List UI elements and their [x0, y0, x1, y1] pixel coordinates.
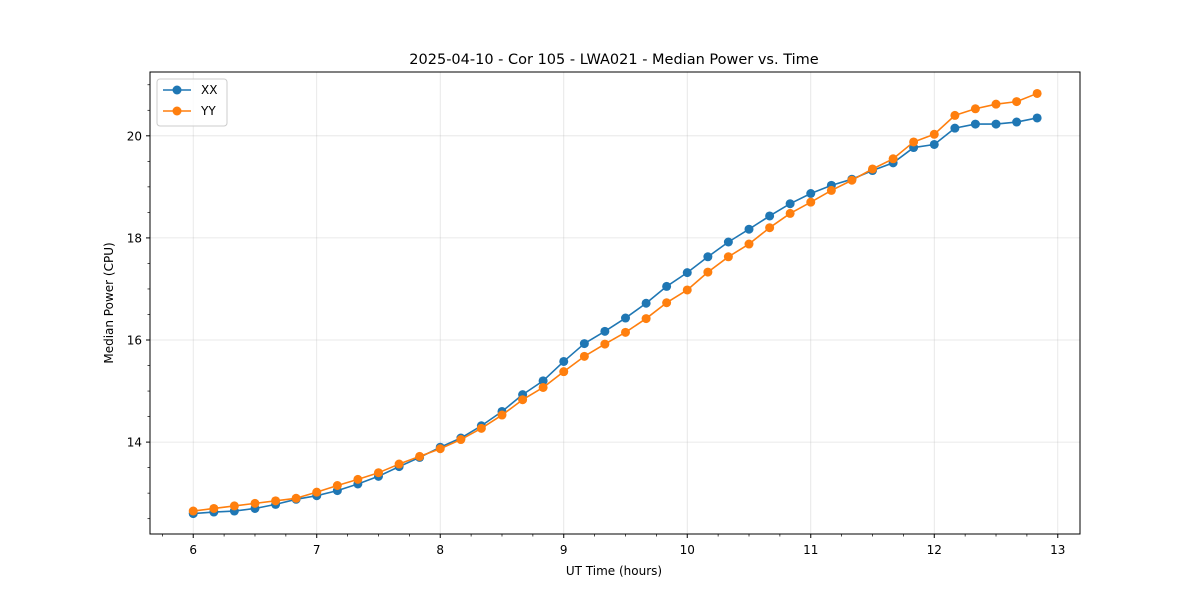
y-tick-label: 18	[127, 231, 142, 245]
data-point-yy	[950, 110, 960, 120]
data-point-yy	[826, 185, 836, 195]
data-point-yy	[1032, 88, 1042, 98]
data-point-xx	[806, 188, 816, 198]
data-point-yy	[929, 129, 939, 139]
grid	[150, 72, 1080, 534]
data-point-yy	[888, 154, 898, 164]
chart-title: 2025-04-10 - Cor 105 - LWA021 - Median P…	[409, 52, 818, 68]
data-point-yy	[970, 104, 980, 114]
y-tick-label: 16	[127, 334, 142, 348]
data-point-xx	[1032, 113, 1042, 123]
data-point-yy	[1012, 97, 1022, 107]
legend-marker-yy	[172, 106, 182, 116]
data-point-yy	[291, 493, 301, 503]
data-point-yy	[806, 197, 816, 207]
data-point-yy	[785, 208, 795, 218]
data-point-xx	[662, 281, 672, 291]
x-tick-label: 12	[927, 543, 942, 557]
data-point-xx	[559, 356, 569, 366]
plot-frame	[149, 71, 1081, 535]
data-point-yy	[415, 451, 425, 461]
data-point-yy	[538, 382, 548, 392]
y-tick-label: 14	[127, 436, 142, 450]
data-point-yy	[229, 501, 239, 511]
data-point-yy	[373, 468, 383, 478]
data-point-xx	[538, 376, 548, 386]
data-point-yy	[662, 298, 672, 308]
series-layer	[188, 88, 1042, 519]
data-point-xx	[744, 224, 754, 234]
data-point-yy	[847, 175, 857, 185]
data-point-xx	[579, 339, 589, 349]
data-point-yy	[332, 481, 342, 491]
legend-label-xx: XX	[201, 83, 217, 97]
legend: XX YY	[156, 78, 228, 127]
data-point-xx	[765, 211, 775, 221]
data-point-xx	[929, 139, 939, 149]
legend-label-yy: YY	[200, 104, 216, 118]
x-axis-label: UT Time (hours)	[566, 564, 662, 578]
y-tick-label: 20	[127, 129, 142, 143]
data-point-yy	[271, 496, 281, 506]
data-point-yy	[620, 327, 630, 337]
x-tick-label: 10	[680, 543, 695, 557]
data-point-yy	[394, 459, 404, 469]
data-point-yy	[682, 285, 692, 295]
data-point-xx	[620, 313, 630, 323]
data-point-yy	[744, 239, 754, 249]
data-point-yy	[723, 252, 733, 262]
data-point-xx	[723, 237, 733, 247]
x-tick-label: 7	[313, 543, 321, 557]
data-point-yy	[188, 506, 198, 516]
data-point-yy	[456, 435, 466, 445]
data-point-yy	[312, 487, 322, 497]
data-point-yy	[518, 395, 528, 405]
x-tick-label: 9	[560, 543, 568, 557]
data-point-yy	[909, 137, 919, 147]
data-point-yy	[868, 164, 878, 174]
data-point-yy	[497, 410, 507, 420]
x-tick-label: 11	[803, 543, 818, 557]
data-point-xx	[600, 326, 610, 336]
data-point-yy	[435, 444, 445, 454]
data-point-yy	[579, 351, 589, 361]
data-point-xx	[950, 123, 960, 133]
y-axis-label: Median Power (CPU)	[102, 242, 116, 363]
data-point-yy	[559, 367, 569, 377]
legend-marker-xx	[172, 85, 182, 95]
data-point-yy	[600, 339, 610, 349]
x-tick-label: 8	[436, 543, 444, 557]
data-point-xx	[1012, 117, 1022, 127]
data-point-yy	[353, 474, 363, 484]
data-point-yy	[765, 223, 775, 233]
axis-ticks: 6 7 8 9 10 11 12 13 14 16 18 20	[127, 84, 1065, 557]
data-point-yy	[476, 423, 486, 433]
data-point-xx	[682, 268, 692, 278]
data-point-xx	[703, 252, 713, 262]
data-point-xx	[785, 199, 795, 209]
data-point-xx	[641, 298, 651, 308]
data-point-yy	[641, 314, 651, 324]
data-point-yy	[991, 99, 1001, 109]
data-point-yy	[250, 498, 260, 508]
data-point-yy	[703, 267, 713, 277]
x-tick-label: 13	[1050, 543, 1065, 557]
x-tick-label: 6	[189, 543, 197, 557]
data-point-xx	[970, 119, 980, 129]
data-point-xx	[991, 119, 1001, 129]
data-point-yy	[209, 503, 219, 513]
